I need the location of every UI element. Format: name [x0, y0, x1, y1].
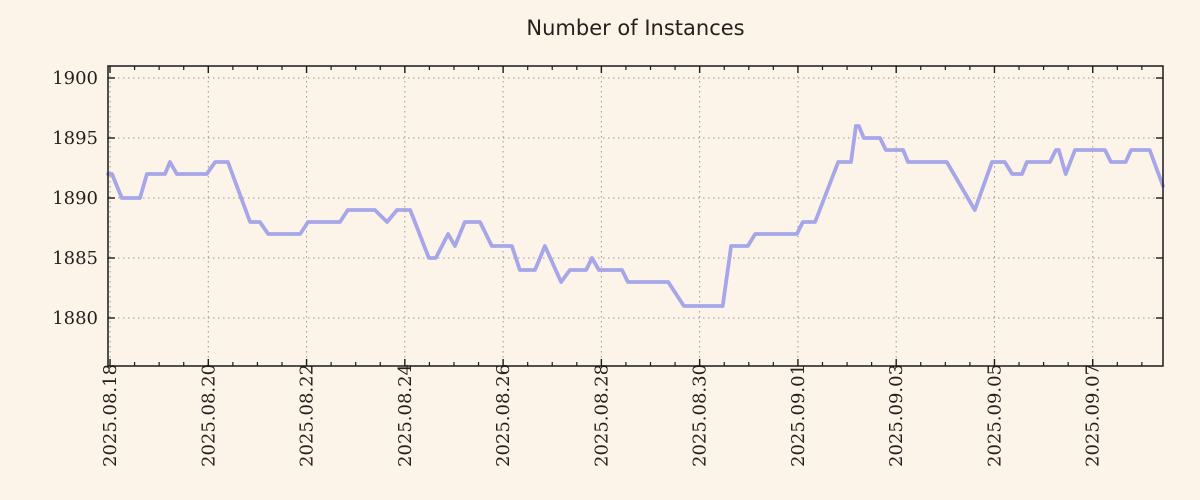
- chart-title: Number of Instances: [526, 16, 745, 40]
- x-tick-label: 2025.09.01: [788, 364, 809, 467]
- x-tick-label: 2025.08.24: [395, 364, 416, 467]
- y-tick-label: 1900: [52, 68, 98, 89]
- x-tick-label: 2025.09.07: [1083, 364, 1104, 467]
- y-tick-label: 1885: [52, 248, 98, 269]
- y-tick-label: 1890: [52, 188, 98, 209]
- x-tick-label: 2025.08.22: [297, 364, 318, 467]
- x-tick-label: 2025.08.26: [493, 364, 514, 467]
- x-tick-label: 2025.08.28: [591, 364, 612, 467]
- x-tick-label: 2025.09.03: [886, 364, 907, 467]
- x-tick-label: 2025.08.18: [100, 364, 121, 467]
- y-tick-label: 1880: [52, 308, 98, 329]
- y-tick-label: 1895: [52, 128, 98, 149]
- plot-frame: [107, 65, 1164, 367]
- x-tick-label: 2025.08.20: [198, 364, 219, 467]
- data-line-instances: [106, 124, 1165, 308]
- x-tick-label: 2025.09.05: [984, 364, 1005, 467]
- x-tick-label: 2025.08.30: [690, 364, 711, 467]
